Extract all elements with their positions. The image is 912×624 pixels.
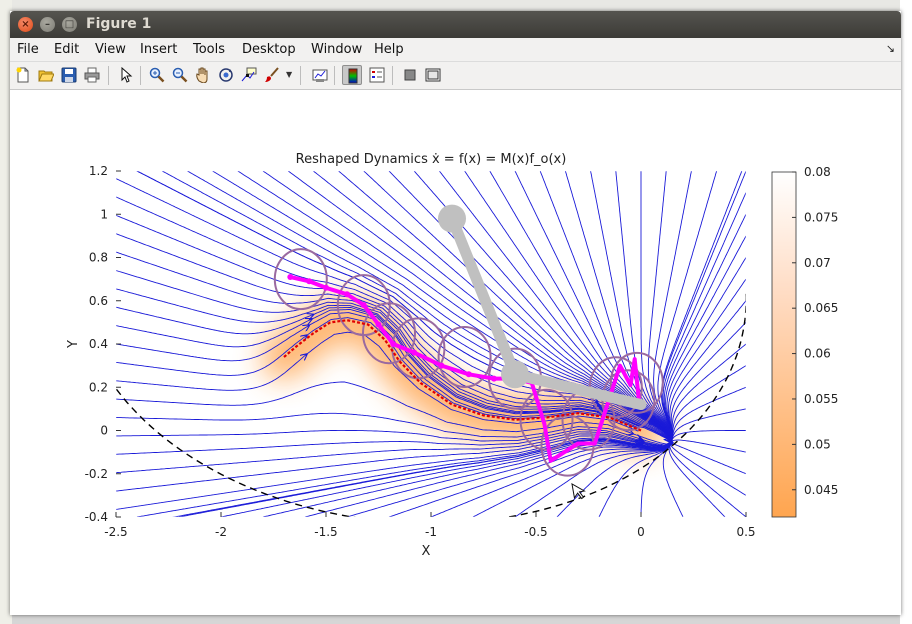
maximize-window-button[interactable]: □ (62, 17, 77, 32)
figure-canvas[interactable]: -2.5 -2 -1.5 -1 -0.5 0 0.5 1.2 1 0.8 0.6 0.4 0.2 0 -0.… (10, 90, 901, 615)
axes[interactable]: -2.5 -2 -1.5 -1 -0.5 0 0.5 1.2 1 0.8 0.6 0.4 0.2 0 -0.… (78, 160, 756, 539)
window-title: Figure 1 (86, 16, 152, 32)
x-tick-label: 0.5 (736, 525, 755, 539)
trajectory-point (390, 341, 397, 347)
pointer-icon[interactable] (116, 65, 136, 85)
menu-desktop[interactable]: Desktop (242, 42, 296, 57)
x-axis-label: X (422, 544, 431, 559)
streamline (116, 317, 640, 430)
streamline (116, 306, 644, 429)
y-tick-label: -0.2 (85, 467, 108, 481)
trajectory-point (323, 284, 329, 291)
menu-bar: File Edit View Insert Tools Desktop Wind… (10, 38, 901, 62)
streamline-plot[interactable]: -2.5 -2 -1.5 -1 -0.5 0 0.5 1.2 1 0.8 0.6 0.4 0.2 0 -0.… (10, 90, 901, 615)
trajectory-point (375, 321, 382, 328)
link-plot-icon[interactable] (310, 65, 330, 85)
legend-icon[interactable] (367, 65, 387, 85)
minimize-window-button[interactable]: – (40, 17, 55, 32)
colorbar-tick-label: 0.07 (804, 256, 831, 270)
streamlines (116, 171, 746, 517)
robot-base-joint (438, 204, 466, 233)
background-workspace-edge (900, 0, 912, 624)
menu-tools[interactable]: Tools (193, 42, 226, 57)
trajectory-point (465, 371, 472, 378)
collision-circle (273, 248, 328, 311)
title-bar[interactable]: × – □ Figure 1 (10, 11, 901, 38)
colorbar-icon[interactable] (342, 65, 362, 85)
figure-window: × – □ Figure 1 File Edit View Insert Too… (10, 11, 901, 615)
dock-arrow-icon[interactable]: ↘ (885, 42, 895, 55)
y-tick-label: 0.2 (89, 380, 108, 394)
y-tick-label: 1.2 (89, 164, 108, 178)
collision-circle (362, 302, 416, 365)
y-tick-label: 0.4 (89, 337, 108, 351)
trajectory-point (344, 291, 350, 298)
colorbar-tick-label: 0.06 (804, 347, 831, 361)
close-window-button[interactable]: × (18, 17, 33, 32)
streamline (116, 308, 643, 429)
zoom-in-icon[interactable] (147, 65, 167, 85)
x-tick-label: -0.5 (524, 525, 547, 539)
trajectory-point (306, 278, 313, 285)
trajectory-point (491, 375, 497, 382)
collision-circle (519, 388, 574, 451)
menu-view[interactable]: View (95, 42, 126, 57)
collision-circle (437, 325, 492, 388)
trajectory-point (438, 362, 445, 369)
x-tick-label: -1 (425, 525, 437, 539)
robot-elbow-joint (501, 360, 529, 389)
x-tick-label: -2.5 (104, 525, 127, 539)
colorbar-tick-label: 0.075 (804, 210, 838, 224)
workspace-boundary (116, 289, 746, 517)
colorbar-tick-label: 0.05 (804, 437, 831, 451)
print-icon[interactable] (82, 65, 102, 85)
trajectory-point (360, 302, 367, 309)
y-tick-label: 1 (100, 207, 108, 221)
trajectory-point (411, 349, 418, 356)
y-axis-label: Y (66, 340, 81, 349)
background-window-strip (0, 0, 912, 12)
reference-trajectory (283, 319, 642, 432)
colorbar-tick-label: 0.08 (804, 165, 831, 179)
menu-insert[interactable]: Insert (140, 42, 178, 57)
brush-dropdown-icon[interactable]: ▼ (286, 70, 293, 79)
rotate-3d-icon[interactable] (216, 65, 236, 85)
x-tick-label: 0 (637, 525, 645, 539)
x-tick-label: -2 (215, 525, 227, 539)
colorbar-gradient (771, 171, 797, 518)
mouse-cursor-icon (571, 483, 586, 500)
y-tick-label: 0.6 (89, 294, 108, 308)
y-tick-label: -0.4 (85, 510, 108, 524)
colorbar-tick-label: 0.065 (804, 301, 838, 315)
open-file-icon[interactable] (36, 65, 56, 85)
brush-icon[interactable] (262, 65, 282, 85)
data-cursor-icon[interactable] (239, 65, 259, 85)
save-icon[interactable] (59, 65, 79, 85)
zoom-out-icon[interactable] (170, 65, 190, 85)
colorbar-tick-label: 0.045 (804, 483, 838, 497)
menu-window[interactable]: Window (311, 42, 363, 57)
plot-content[interactable] (78, 160, 746, 528)
show-plot-tools-icon[interactable] (423, 65, 443, 85)
collision-circle (391, 317, 446, 380)
colorbar-tick-label: 0.055 (804, 392, 838, 406)
y-tick-label: 0.8 (89, 251, 108, 265)
menu-edit[interactable]: Edit (54, 42, 80, 57)
new-figure-icon[interactable] (13, 65, 33, 85)
x-tick-label: -1.5 (314, 525, 337, 539)
background-editor-edge (0, 0, 12, 624)
chart-title: Reshaped Dynamics ẋ = f(x) = M(x)f_o(x) (296, 152, 567, 167)
menu-help[interactable]: Help (374, 42, 404, 57)
hide-plot-tools-icon[interactable] (400, 65, 420, 85)
figure-toolbar: ▼ (10, 62, 901, 90)
streamline (116, 331, 639, 432)
trajectory-point (287, 273, 294, 280)
streamline (661, 171, 746, 444)
y-tick-label: 0 (100, 424, 108, 438)
colorbar[interactable]: 0.08 0.075 0.07 0.065 0.06 0.055 0.05 0.045 (771, 165, 838, 518)
menu-file[interactable]: File (17, 42, 39, 57)
collision-circle (609, 351, 664, 414)
pan-icon[interactable] (193, 65, 213, 85)
